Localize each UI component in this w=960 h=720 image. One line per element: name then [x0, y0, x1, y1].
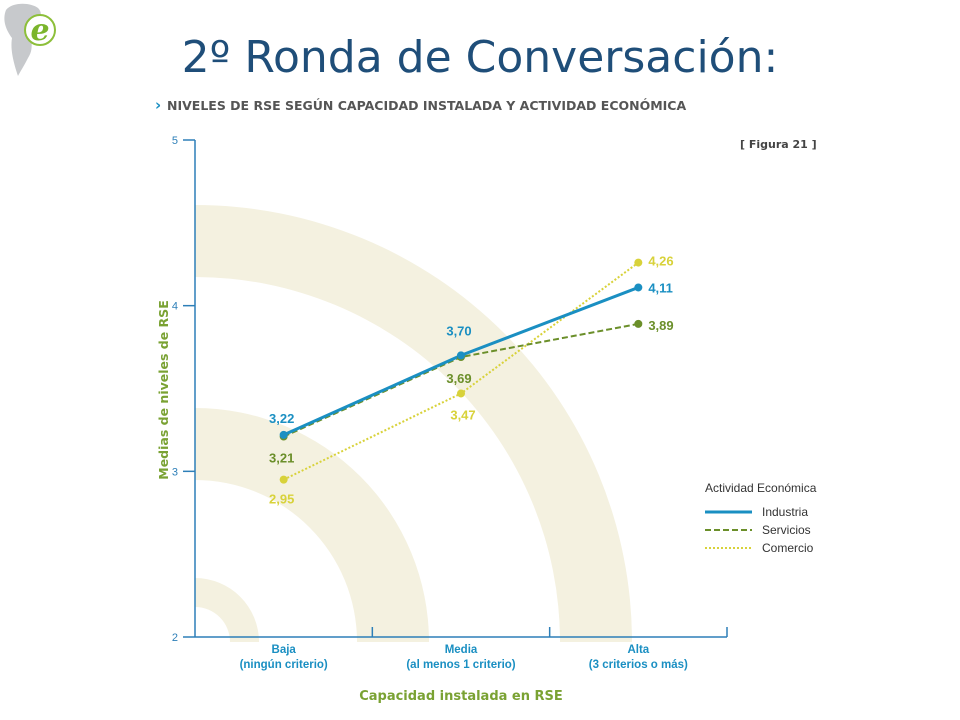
y-axis-label: Medias de niveles de RSE — [156, 300, 171, 479]
legend-label-industria: Industria — [762, 505, 808, 519]
y-tick-label: 3 — [172, 466, 178, 478]
data-label-industria: 4,11 — [648, 280, 673, 295]
data-label-servicios: 3,21 — [269, 451, 294, 466]
data-point-industria — [634, 283, 643, 292]
data-point-comercio — [279, 475, 288, 484]
x-tick-label: Media — [445, 644, 478, 656]
data-label-comercio: 2,95 — [269, 492, 294, 507]
chart-title-marker: › — [155, 96, 161, 114]
y-tick-label: 5 — [172, 135, 178, 147]
logo-letter: e — [30, 13, 49, 48]
x-tick-label: Baja — [272, 644, 297, 656]
legend-label-servicios: Servicios — [762, 523, 811, 537]
x-tick-label: Alta — [627, 644, 649, 656]
background-arcs — [195, 205, 632, 642]
x-tick-label-sub: (ningún criterio) — [240, 659, 328, 671]
data-label-comercio: 4,26 — [648, 254, 673, 269]
background-arc-outer — [195, 205, 632, 642]
legend: Actividad Económica Industria Servicios Co… — [705, 481, 817, 555]
slide-title: 2º Ronda de Conversación: — [181, 32, 779, 83]
legend-title: Actividad Económica — [705, 481, 817, 495]
y-tick-label: 2 — [172, 632, 178, 644]
data-point-comercio — [457, 389, 465, 398]
data-point-industria — [279, 430, 288, 439]
data-label-servicios: 3,89 — [648, 318, 673, 333]
x-axis-label: Capacidad instalada en RSE — [359, 689, 563, 704]
data-label-comercio: 3,47 — [450, 407, 475, 422]
x-tick-label-sub: (3 criterios o más) — [589, 659, 688, 671]
background-arc-middle — [195, 408, 429, 642]
data-point-comercio — [634, 258, 643, 267]
data-label-servicios: 3,69 — [446, 371, 471, 386]
x-tick-label-sub: (al menos 1 criterio) — [406, 659, 515, 671]
background-arc-inner — [195, 578, 259, 642]
legend-label-comercio: Comercio — [762, 541, 814, 555]
data-point-servicios — [634, 319, 643, 328]
logo-icon: e — [4, 3, 56, 77]
data-label-industria: 3,70 — [446, 323, 471, 338]
y-tick-label: 4 — [172, 301, 178, 313]
chart-title: NIVELES DE RSE SEGÚN CAPACIDAD INSTALADA… — [167, 98, 686, 113]
figure-label: [ Figura 21 ] — [740, 138, 817, 151]
data-label-industria: 3,22 — [269, 411, 294, 426]
data-point-industria — [457, 351, 465, 360]
